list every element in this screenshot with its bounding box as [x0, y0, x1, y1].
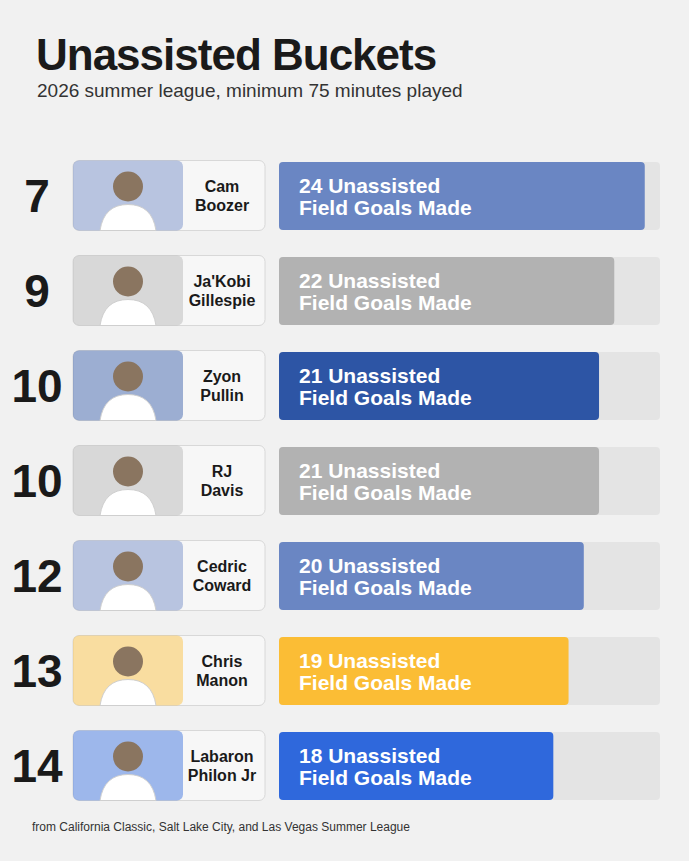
svg-text:Field Goals Made: Field Goals Made — [299, 481, 472, 504]
svg-text:Davis: Davis — [201, 482, 244, 499]
svg-text:19 Unassisted: 19 Unassisted — [299, 649, 440, 672]
svg-text:Field Goals Made: Field Goals Made — [299, 766, 472, 789]
svg-text:Manon: Manon — [196, 672, 248, 689]
svg-text:Ja'Kobi: Ja'Kobi — [193, 273, 250, 290]
svg-text:12: 12 — [11, 550, 62, 602]
svg-text:Chris: Chris — [202, 653, 243, 670]
svg-text:Field Goals Made: Field Goals Made — [299, 291, 472, 314]
html-text:from California Classic, Salt: from California Classic, Salt Lake City,… — [32, 820, 410, 834]
svg-text:21 Unassisted: 21 Unassisted — [299, 364, 440, 387]
svg-text:10: 10 — [11, 360, 62, 412]
html-text:2026 summer league, minimum 75: 2026 summer league, minimum 75 minutes p… — [37, 80, 463, 101]
svg-text:14: 14 — [11, 740, 63, 792]
svg-text:7: 7 — [24, 170, 50, 222]
svg-text:Gillespie: Gillespie — [189, 292, 256, 309]
svg-text:9: 9 — [24, 265, 50, 317]
svg-text:10: 10 — [11, 455, 62, 507]
html-text:Unassisted Buckets: Unassisted Buckets — [36, 30, 437, 79]
svg-text:Coward: Coward — [193, 577, 252, 594]
svg-text:Field Goals Made: Field Goals Made — [299, 576, 472, 599]
svg-text:18 Unassisted: 18 Unassisted — [299, 744, 440, 767]
svg-text:RJ: RJ — [212, 463, 232, 480]
svg-text:Field Goals Made: Field Goals Made — [299, 196, 472, 219]
svg-text:Philon Jr: Philon Jr — [188, 767, 256, 784]
svg-text:Cedric: Cedric — [197, 558, 247, 575]
svg-text:22 Unassisted: 22 Unassisted — [299, 269, 440, 292]
svg-text:13: 13 — [11, 645, 62, 697]
svg-text:Zyon: Zyon — [203, 368, 241, 385]
svg-text:Field Goals Made: Field Goals Made — [299, 386, 472, 409]
svg-text:Cam: Cam — [205, 178, 240, 195]
svg-text:Pullin: Pullin — [200, 387, 244, 404]
svg-text:Field Goals Made: Field Goals Made — [299, 671, 472, 694]
svg-text:Boozer: Boozer — [195, 197, 249, 214]
svg-text:20 Unassisted: 20 Unassisted — [299, 554, 440, 577]
svg-text:24 Unassisted: 24 Unassisted — [299, 174, 440, 197]
svg-text:21 Unassisted: 21 Unassisted — [299, 459, 440, 482]
svg-text:Labaron: Labaron — [190, 748, 253, 765]
